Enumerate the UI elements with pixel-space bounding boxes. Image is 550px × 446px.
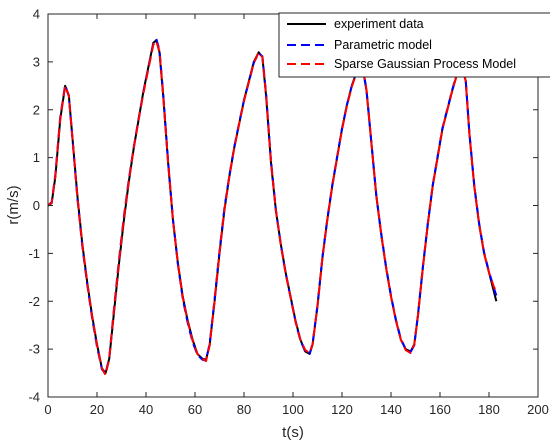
- y-tick-label: 4: [33, 7, 40, 22]
- legend-label-parametric: Parametric model: [334, 38, 432, 52]
- y-tick-label: -2: [28, 294, 40, 309]
- x-axis-label: t(s): [282, 424, 304, 441]
- y-axis-label: r(m/s): [5, 185, 22, 224]
- y-tick-label: -1: [28, 246, 40, 261]
- x-tick-label: 20: [90, 402, 104, 417]
- legend: experiment data Parametric model Sparse …: [278, 12, 550, 78]
- y-tick-label: 0: [33, 198, 40, 213]
- x-tick-label: 140: [380, 402, 402, 417]
- x-tick-label: 60: [188, 402, 202, 417]
- series-layer: [47, 37, 498, 376]
- x-tick-label: 200: [527, 402, 549, 417]
- x-tick-label: 100: [282, 402, 304, 417]
- legend-label-experiment: experiment data: [334, 17, 424, 31]
- y-tick-label: -3: [28, 342, 40, 357]
- y-tick-label: 3: [33, 54, 40, 69]
- x-tick-label: 80: [237, 402, 251, 417]
- series-line-0: [47, 39, 498, 375]
- x-tick-label: 160: [429, 402, 451, 417]
- legend-label-sgp: Sparse Gaussian Process Model: [334, 57, 516, 71]
- y-tick-label: 1: [33, 150, 40, 165]
- x-tick-label: 120: [331, 402, 353, 417]
- x-tick-label: 0: [44, 402, 51, 417]
- x-tick-label: 40: [139, 402, 153, 417]
- y-tick-label: -4: [28, 390, 40, 405]
- x-tick-label: 180: [478, 402, 500, 417]
- y-tick-label: 2: [33, 102, 40, 117]
